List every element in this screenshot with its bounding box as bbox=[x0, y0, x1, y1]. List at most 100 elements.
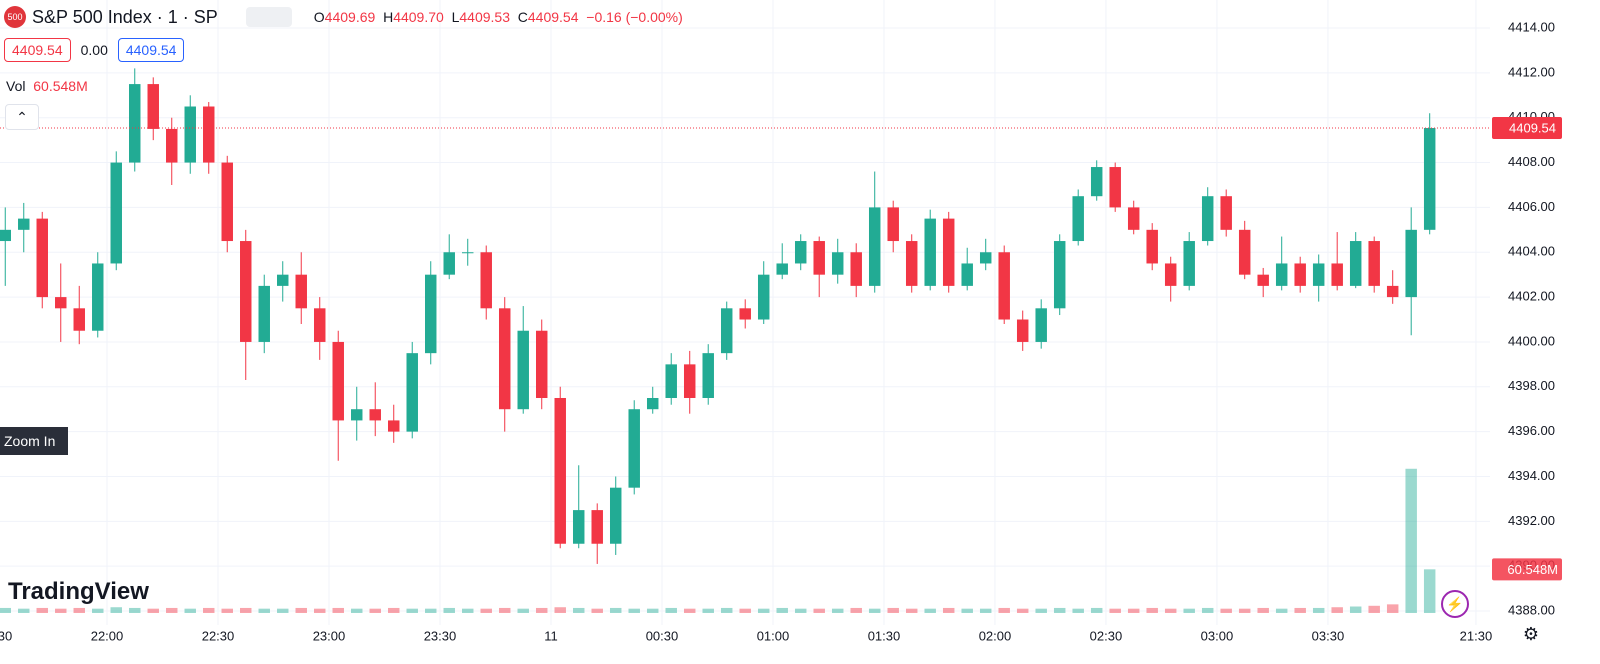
volume-bar bbox=[628, 608, 640, 613]
alert-icon[interactable]: ⚡ bbox=[1441, 590, 1469, 618]
volume-bar bbox=[406, 608, 418, 613]
volume-bar bbox=[998, 607, 1010, 613]
x-tick-label: 01:00 bbox=[757, 628, 790, 643]
x-tick-label: 22:30 bbox=[202, 628, 235, 643]
ohlc-label: O bbox=[313, 9, 325, 25]
candle-body bbox=[868, 207, 881, 286]
candle-body bbox=[739, 308, 751, 320]
candle-body bbox=[1386, 285, 1399, 298]
x-tick-label: 03:30 bbox=[1312, 628, 1345, 643]
candle-body bbox=[425, 274, 437, 354]
volume-bar bbox=[868, 608, 881, 613]
candle-body bbox=[129, 84, 141, 163]
candle-body bbox=[1201, 196, 1214, 242]
volume-bar bbox=[683, 608, 696, 613]
y-tick-label: 4404.00 bbox=[1508, 244, 1555, 259]
candle-body bbox=[794, 241, 807, 264]
candle-body bbox=[166, 128, 178, 163]
candle-body bbox=[295, 274, 307, 309]
volume-bar bbox=[1294, 607, 1306, 613]
candle-body bbox=[1090, 167, 1103, 197]
volume-bar bbox=[1183, 608, 1195, 613]
candle-body bbox=[277, 274, 289, 286]
volume-bar bbox=[572, 607, 585, 613]
volume-bar bbox=[720, 607, 733, 613]
volume-bar bbox=[1423, 569, 1436, 613]
candle-body bbox=[1035, 308, 1047, 342]
volume-bar bbox=[166, 607, 178, 613]
y-tick-label: 4406.00 bbox=[1508, 199, 1555, 214]
candle-body bbox=[720, 308, 733, 354]
ohlc-value: 4409.54 bbox=[527, 9, 579, 25]
volume-bar bbox=[480, 608, 492, 613]
logo-text: TradingView bbox=[8, 578, 149, 605]
volume-bar bbox=[295, 607, 307, 613]
candle-body bbox=[702, 353, 714, 398]
candle-body bbox=[850, 252, 862, 286]
candle-body bbox=[961, 263, 973, 286]
volume-bar bbox=[1164, 608, 1177, 613]
volume-bar bbox=[498, 607, 511, 613]
ohlc-value: 4409.53 bbox=[459, 9, 510, 25]
volume-bar bbox=[739, 608, 751, 613]
candle-body bbox=[332, 341, 344, 421]
candle-body bbox=[73, 308, 85, 331]
volume-bar bbox=[110, 607, 122, 613]
volume-bar bbox=[646, 608, 659, 613]
candle-body bbox=[1220, 196, 1232, 230]
candle-body bbox=[480, 252, 492, 309]
volume-bar bbox=[1035, 608, 1047, 613]
y-tick-label: 4388.00 bbox=[1508, 602, 1555, 617]
collapse-button[interactable]: ⌃ bbox=[5, 104, 39, 130]
symbol-title[interactable]: S&P 500 Index · 1 · SP bbox=[32, 6, 218, 27]
volume-bar bbox=[388, 607, 400, 613]
tooltip: Zoom In bbox=[0, 427, 69, 455]
buy-button[interactable]: 4409.54 bbox=[117, 38, 185, 62]
volume-bar bbox=[425, 608, 437, 613]
volume-bar bbox=[1386, 604, 1399, 613]
volume-bar bbox=[1368, 605, 1380, 613]
volume-bar bbox=[1405, 468, 1417, 613]
volume-bar bbox=[942, 607, 955, 613]
volume-bar bbox=[147, 608, 159, 613]
volume-bar bbox=[1201, 607, 1214, 613]
volume-bar bbox=[461, 608, 474, 613]
candle-body bbox=[1257, 274, 1269, 286]
candle-body bbox=[1146, 229, 1158, 264]
volume-bar bbox=[1312, 607, 1325, 613]
candle-body bbox=[18, 218, 30, 230]
x-tick-label: 03:00 bbox=[1201, 628, 1234, 643]
settings-icon[interactable]: ⚙ bbox=[1522, 624, 1540, 644]
last-price-label: 4409.54 bbox=[1509, 120, 1556, 135]
candle-body bbox=[887, 207, 899, 242]
volume-bar bbox=[1053, 607, 1066, 613]
volume-bar bbox=[757, 608, 770, 613]
candle-body bbox=[1405, 229, 1417, 298]
symbol-badge: 500 bbox=[4, 6, 26, 28]
candle-body bbox=[1312, 263, 1325, 286]
candle-body bbox=[554, 397, 566, 544]
candle-body bbox=[591, 510, 603, 544]
volume-bar bbox=[55, 608, 67, 613]
volume-bar bbox=[0, 607, 11, 613]
volume-bar bbox=[221, 608, 233, 613]
volume-bar bbox=[18, 608, 30, 613]
x-tick-label: 21:30 bbox=[0, 628, 12, 643]
candle-body bbox=[646, 397, 659, 410]
volume-bar bbox=[665, 607, 677, 613]
candle-body bbox=[388, 420, 400, 432]
candle-body bbox=[258, 285, 270, 342]
volume-bar bbox=[1257, 607, 1269, 613]
trade-buttons: 4409.54 0.00 4409.54 bbox=[4, 38, 185, 62]
symbol-header: 500 S&P 500 Index · 1 · SP O4409.69 H440… bbox=[4, 6, 683, 28]
candle-body bbox=[203, 106, 215, 163]
candle-body bbox=[406, 353, 418, 432]
candle-body bbox=[813, 241, 825, 275]
sell-button[interactable]: 4409.54 bbox=[4, 38, 71, 62]
candle-body bbox=[665, 364, 677, 398]
candle-body bbox=[1127, 207, 1140, 230]
toggle-icons[interactable] bbox=[245, 7, 292, 27]
y-tick-label: 4402.00 bbox=[1508, 289, 1555, 304]
candle-body bbox=[942, 218, 955, 286]
